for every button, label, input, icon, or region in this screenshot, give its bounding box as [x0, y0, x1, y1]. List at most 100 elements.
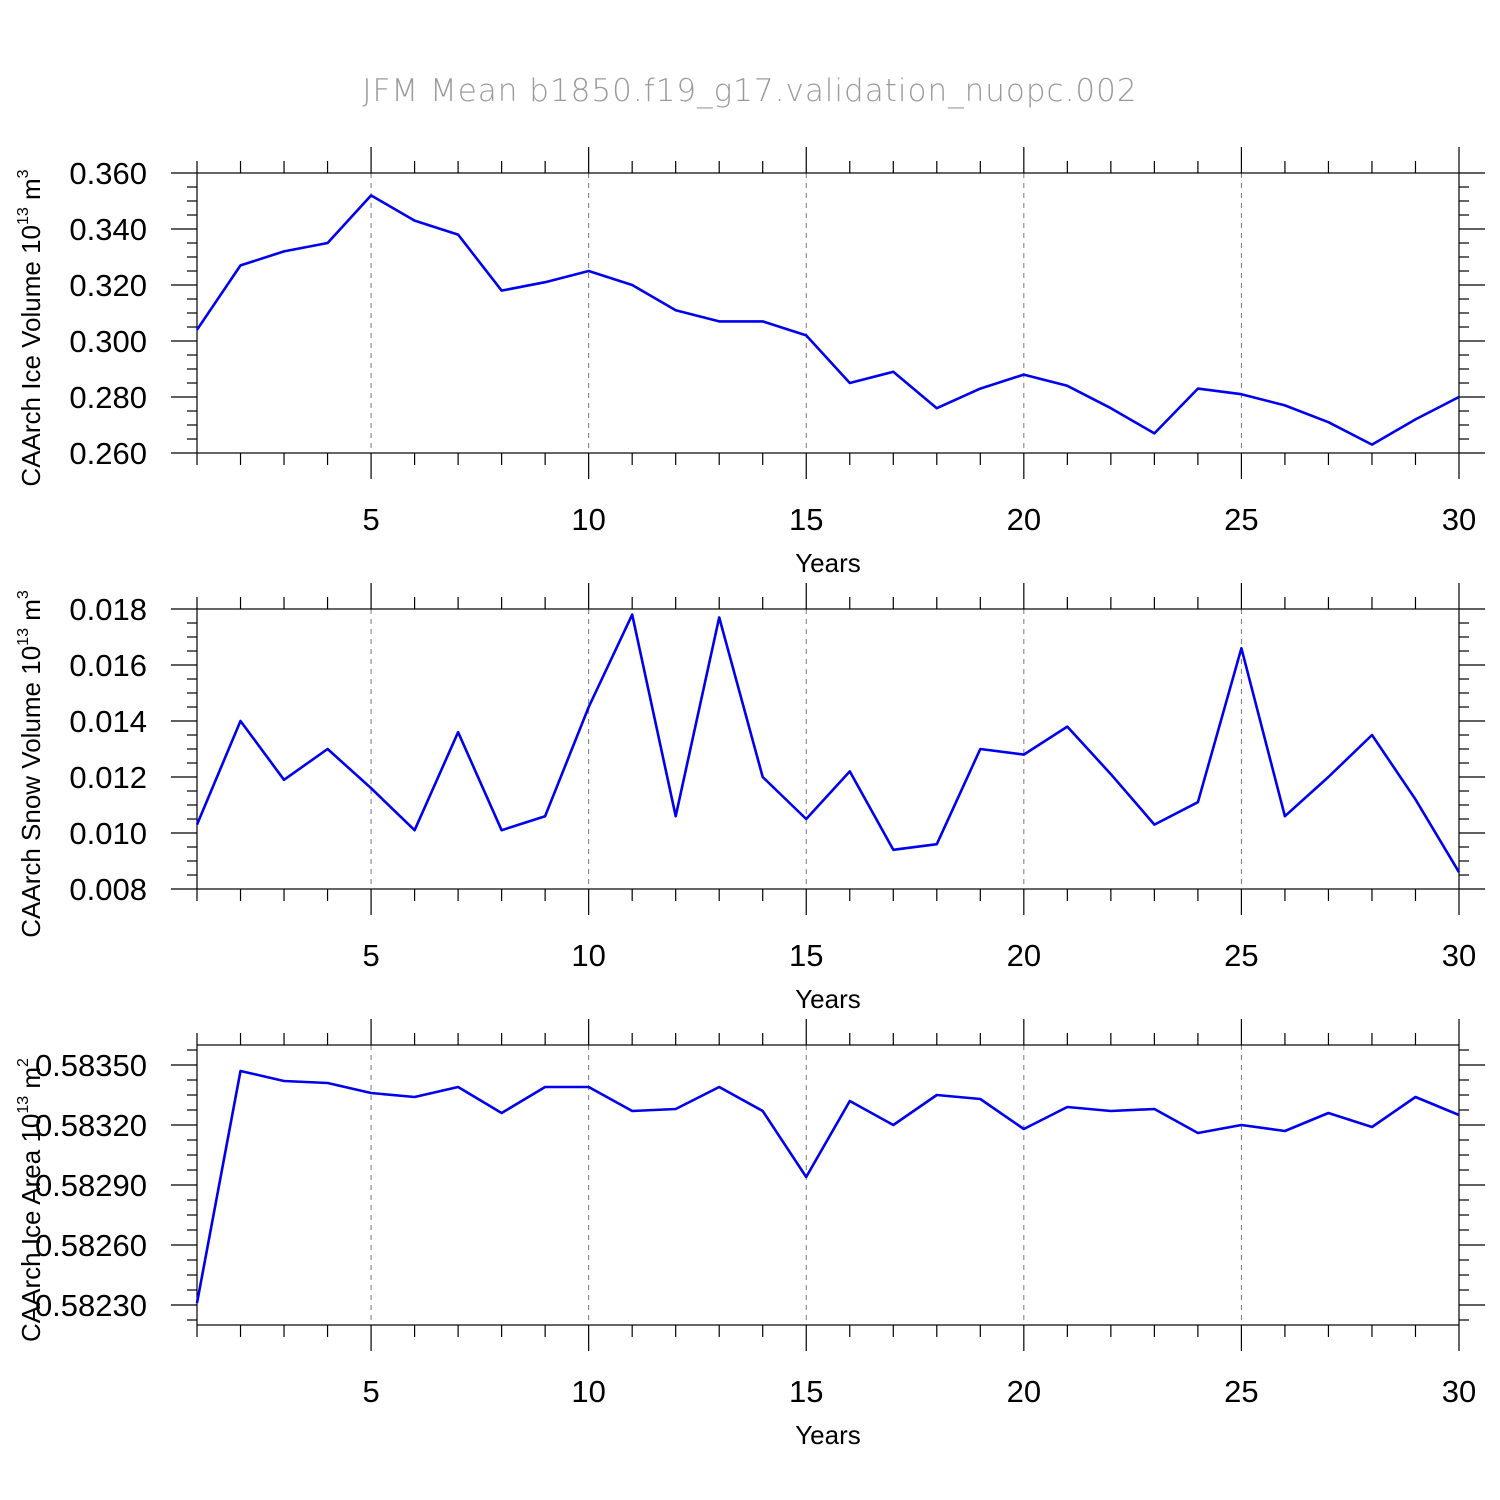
- y-tick-label: 0.010: [69, 816, 147, 851]
- panel-1: 0.260 0.280 0.300 0.320 0.340 0.360 5 10 15 20 25 3…: [15, 147, 1485, 578]
- data-point: [978, 387, 982, 391]
- data-point: [891, 848, 895, 852]
- data-point: [804, 817, 808, 821]
- data-point: [326, 241, 330, 245]
- panel-2: 0.008 0.010 0.012 0.014 0.016 0.018 5 10 15 20 25 3…: [15, 583, 1485, 1014]
- data-point: [500, 828, 504, 832]
- x-axis-title: Years: [795, 548, 861, 578]
- y-tick-label: 0.58350: [35, 1048, 147, 1083]
- data-point: [630, 283, 634, 287]
- data-point: [761, 1109, 765, 1113]
- y-axis-title-text: CAArch Ice Area 10: [16, 1114, 46, 1342]
- x-tick-label: 5: [362, 502, 379, 537]
- data-point: [456, 730, 460, 734]
- data-point: [717, 319, 721, 323]
- data-point: [1065, 384, 1069, 388]
- y-axis-title-unit-exponent: 3: [15, 590, 32, 599]
- data-point: [935, 842, 939, 846]
- data-point: [195, 328, 199, 332]
- data-point: [195, 1301, 199, 1305]
- y-tick-label: 0.016: [69, 648, 147, 683]
- data-point: [848, 381, 852, 385]
- data-point: [1196, 387, 1200, 391]
- x-tick-label: 10: [571, 938, 605, 973]
- x-tick-label: 5: [362, 938, 379, 973]
- data-point: [935, 406, 939, 410]
- data-point: [1413, 1095, 1417, 1099]
- y-tick-label: 0.014: [69, 704, 147, 739]
- x-tick-label: 10: [571, 1374, 605, 1409]
- x-tick-label: 15: [789, 938, 823, 973]
- x-tick-label: 10: [571, 502, 605, 537]
- x-tick-label: 20: [1007, 1374, 1041, 1409]
- data-point: [1109, 772, 1113, 776]
- y-tick-label: 0.320: [69, 268, 147, 303]
- y-axis-title-unit-exponent: 2: [15, 1058, 32, 1067]
- y-tick-label: 0.58290: [35, 1168, 147, 1203]
- data-point: [239, 263, 243, 267]
- data-point: [1457, 395, 1461, 399]
- data-point: [282, 249, 286, 253]
- y-tick-label: 0.018: [69, 592, 147, 627]
- x-tick-label: 5: [362, 1374, 379, 1409]
- data-point: [674, 308, 678, 312]
- data-point: [195, 823, 199, 827]
- data-point: [717, 615, 721, 619]
- data-point: [630, 1109, 634, 1113]
- y-axis-title-exponent: 13: [15, 207, 32, 225]
- data-point: [1065, 725, 1069, 729]
- data-point: [1022, 1127, 1026, 1131]
- series-line: [195, 194, 1460, 446]
- x-tick-label: 25: [1224, 938, 1258, 973]
- data-point: [543, 280, 547, 284]
- y-axis-title: CAArch Snow Volume 1013 m3: [15, 590, 46, 938]
- x-axis-title: Years: [795, 984, 861, 1014]
- y-axis-title-text: CAArch Ice Volume 10: [16, 225, 46, 487]
- data-point: [1283, 814, 1287, 818]
- y-tick-label: 0.012: [69, 760, 147, 795]
- x-tick-label: 25: [1224, 502, 1258, 537]
- data-point: [1283, 1129, 1287, 1133]
- y-tick-label: 0.280: [69, 380, 147, 415]
- data-point: [413, 828, 417, 832]
- data-point: [239, 1069, 243, 1073]
- data-point: [1022, 373, 1026, 377]
- data-point: [1239, 392, 1243, 396]
- y-tick-label: 0.260: [69, 436, 147, 471]
- y-axis-title-unit: m: [16, 599, 46, 628]
- data-point: [1457, 1113, 1461, 1117]
- data-point: [413, 1095, 417, 1099]
- data-point: [1152, 431, 1156, 435]
- data-point: [1239, 1123, 1243, 1127]
- data-point: [456, 233, 460, 237]
- data-point: [1457, 870, 1461, 874]
- data-point: [717, 1085, 721, 1089]
- data-point: [1196, 1131, 1200, 1135]
- data-point: [1196, 800, 1200, 804]
- y-axis-title: CAArch Ice Area 1013 m2: [15, 1058, 46, 1342]
- y-tick-label: 0.58320: [35, 1108, 147, 1143]
- series-line: [195, 613, 1461, 873]
- x-tick-label: 20: [1007, 938, 1041, 973]
- data-point: [500, 289, 504, 293]
- data-point: [1413, 797, 1417, 801]
- data-point: [413, 219, 417, 223]
- data-point: [630, 613, 634, 617]
- x-tick-label: 15: [789, 502, 823, 537]
- x-tick-label: 20: [1007, 502, 1041, 537]
- y-axis-title: CAArch Ice Volume 1013 m3: [15, 169, 46, 486]
- data-point: [1109, 1109, 1113, 1113]
- data-point: [587, 269, 591, 273]
- data-point: [804, 333, 808, 337]
- data-point: [1326, 1111, 1330, 1115]
- data-point: [1413, 417, 1417, 421]
- data-point: [848, 769, 852, 773]
- data-point: [282, 1079, 286, 1083]
- y-axis-title-unit: m: [16, 178, 46, 207]
- x-tick-label: 25: [1224, 1374, 1258, 1409]
- data-point: [804, 1175, 808, 1179]
- data-point: [1239, 646, 1243, 650]
- data-point: [239, 719, 243, 723]
- y-axis-title-text: CAArch Snow Volume 10: [16, 646, 46, 938]
